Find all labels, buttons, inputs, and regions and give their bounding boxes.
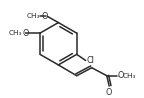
Text: O: O	[106, 88, 112, 97]
Text: O: O	[117, 71, 124, 80]
Text: O: O	[41, 12, 48, 21]
Text: CH₃: CH₃	[8, 30, 22, 36]
Text: CH₃: CH₃	[123, 73, 137, 79]
Text: Cl: Cl	[86, 56, 94, 65]
Text: CH₃: CH₃	[27, 13, 40, 20]
Text: O: O	[23, 29, 29, 38]
